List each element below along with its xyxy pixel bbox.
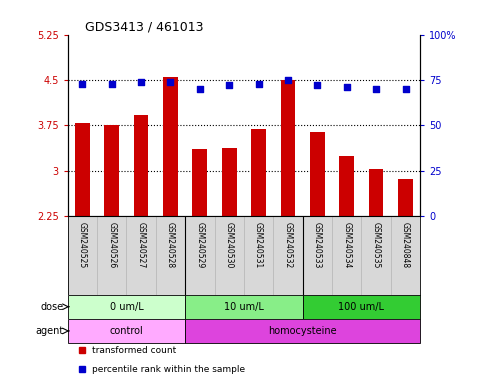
Text: percentile rank within the sample: percentile rank within the sample	[92, 364, 245, 374]
Bar	[68, 295, 185, 319]
Text: GSM240533: GSM240533	[313, 222, 322, 269]
Point	[196, 86, 204, 92]
Text: GSM240527: GSM240527	[137, 222, 145, 268]
Text: GSM240848: GSM240848	[401, 222, 410, 268]
Text: homocysteine: homocysteine	[269, 326, 337, 336]
Point	[226, 82, 233, 88]
Bar	[185, 295, 303, 319]
Bar	[340, 156, 354, 216]
Bar	[251, 129, 266, 216]
Bar	[134, 115, 148, 216]
Bar	[310, 132, 325, 216]
Bar	[104, 125, 119, 216]
Bar	[369, 169, 384, 216]
Point	[255, 81, 262, 87]
Text: GSM240525: GSM240525	[78, 222, 87, 268]
Text: GSM240535: GSM240535	[371, 222, 381, 269]
Point	[343, 84, 351, 90]
Text: GSM240531: GSM240531	[254, 222, 263, 268]
Bar	[281, 80, 295, 216]
Text: GDS3413 / 461013: GDS3413 / 461013	[85, 20, 204, 33]
Bar	[303, 295, 420, 319]
Text: GSM240529: GSM240529	[195, 222, 204, 268]
Text: GSM240526: GSM240526	[107, 222, 116, 268]
Text: dose: dose	[41, 302, 64, 312]
Bar	[185, 319, 420, 343]
Text: GSM240528: GSM240528	[166, 222, 175, 268]
Bar	[222, 148, 237, 216]
Text: 10 um/L: 10 um/L	[224, 302, 264, 312]
Point	[108, 81, 115, 87]
Text: GSM240534: GSM240534	[342, 222, 351, 269]
Point	[313, 82, 321, 88]
Point	[284, 77, 292, 83]
Text: agent: agent	[36, 326, 64, 336]
Bar	[75, 124, 90, 216]
Text: 100 um/L: 100 um/L	[339, 302, 384, 312]
Text: 0 um/L: 0 um/L	[110, 302, 143, 312]
Point	[167, 79, 174, 85]
Point	[402, 86, 410, 92]
Bar	[193, 149, 207, 216]
Bar	[68, 319, 185, 343]
Text: GSM240530: GSM240530	[225, 222, 234, 269]
Text: transformed count: transformed count	[92, 346, 177, 355]
Point	[137, 79, 145, 85]
Text: GSM240532: GSM240532	[284, 222, 293, 268]
Bar	[398, 179, 413, 216]
Text: control: control	[110, 326, 143, 336]
Bar	[163, 77, 178, 216]
Point	[78, 81, 86, 87]
Point	[372, 86, 380, 92]
